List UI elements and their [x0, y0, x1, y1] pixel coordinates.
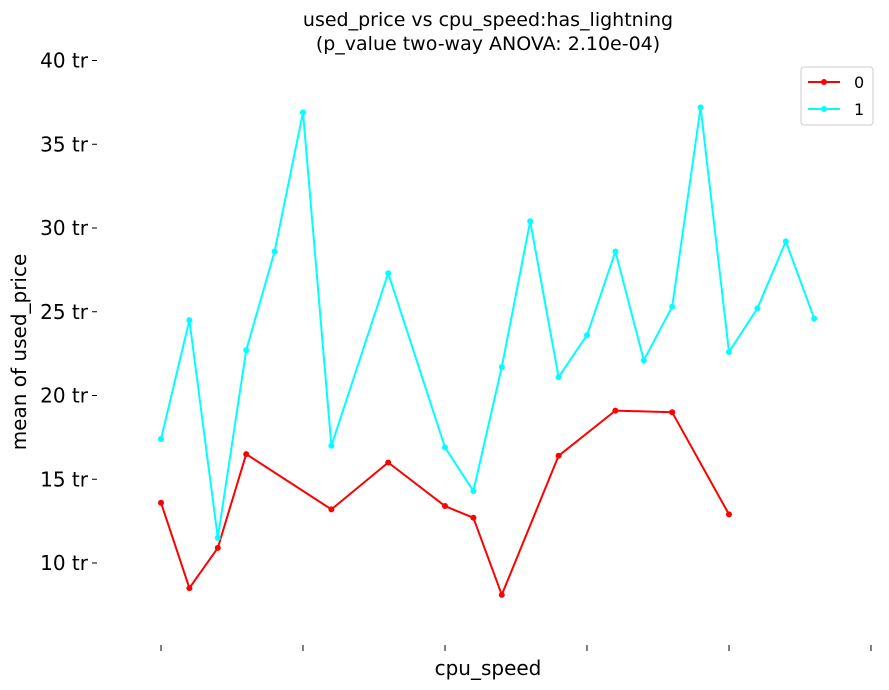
data-point — [442, 444, 448, 451]
data-point — [470, 514, 477, 521]
y-axis-label: mean of used_price — [7, 254, 31, 451]
data-point — [498, 591, 505, 598]
y-axis: 10 tr 15 tr 20 tr 25 tr 30 tr 35 tr 40 tr — [40, 49, 97, 575]
data-point — [385, 459, 392, 466]
series-line-0 — [160, 409, 730, 596]
y-tick-label: 20 tr — [40, 384, 89, 408]
data-point — [754, 305, 761, 312]
y-tick-label: 25 tr — [40, 300, 89, 324]
legend-marker-1 — [821, 106, 827, 112]
data-point — [811, 315, 818, 322]
data-point — [584, 332, 590, 339]
data-point — [669, 303, 676, 310]
data-point — [214, 534, 221, 541]
legend-label-0: 0 — [854, 73, 864, 92]
series-0 — [158, 407, 732, 598]
data-point — [186, 317, 193, 324]
chart-subtitle: (p_value two-way ANOVA: 2.10e-04) — [316, 33, 660, 55]
data-point — [158, 436, 164, 443]
data-point — [186, 585, 193, 592]
x-axis — [160, 645, 872, 651]
chart-title: used_price vs cpu_speed:has_lightning — [303, 9, 673, 31]
y-tick-label: 30 tr — [40, 216, 89, 240]
series-line-1 — [160, 106, 816, 539]
data-point — [555, 374, 562, 381]
data-point — [385, 270, 392, 277]
data-point — [442, 503, 448, 510]
series-layer — [158, 104, 818, 598]
data-point — [214, 544, 221, 551]
data-point — [669, 409, 676, 416]
data-point — [328, 442, 335, 449]
data-point — [300, 109, 306, 116]
series-1 — [158, 104, 818, 541]
y-tick-label: 40 tr — [40, 49, 89, 73]
data-point — [612, 407, 619, 414]
y-tick-label: 35 tr — [40, 132, 89, 156]
data-point — [726, 348, 732, 355]
data-point — [271, 248, 278, 255]
y-tick-label: 15 tr — [40, 467, 89, 491]
data-point — [328, 506, 335, 513]
data-point — [640, 357, 647, 364]
legend-marker-0 — [821, 79, 827, 85]
data-point — [612, 248, 619, 255]
legend: 01 — [800, 66, 874, 126]
x-axis-label: cpu_speed — [435, 656, 542, 680]
data-point — [158, 499, 164, 506]
y-tick-label: 10 tr — [40, 551, 89, 575]
data-point — [782, 238, 789, 245]
data-point — [498, 364, 505, 371]
data-point — [555, 452, 562, 459]
data-point — [243, 347, 250, 354]
data-point — [470, 487, 477, 494]
data-point — [726, 511, 732, 518]
legend-label-1: 1 — [854, 100, 864, 119]
data-point — [243, 451, 250, 458]
data-point — [527, 218, 534, 225]
data-point — [697, 104, 704, 111]
